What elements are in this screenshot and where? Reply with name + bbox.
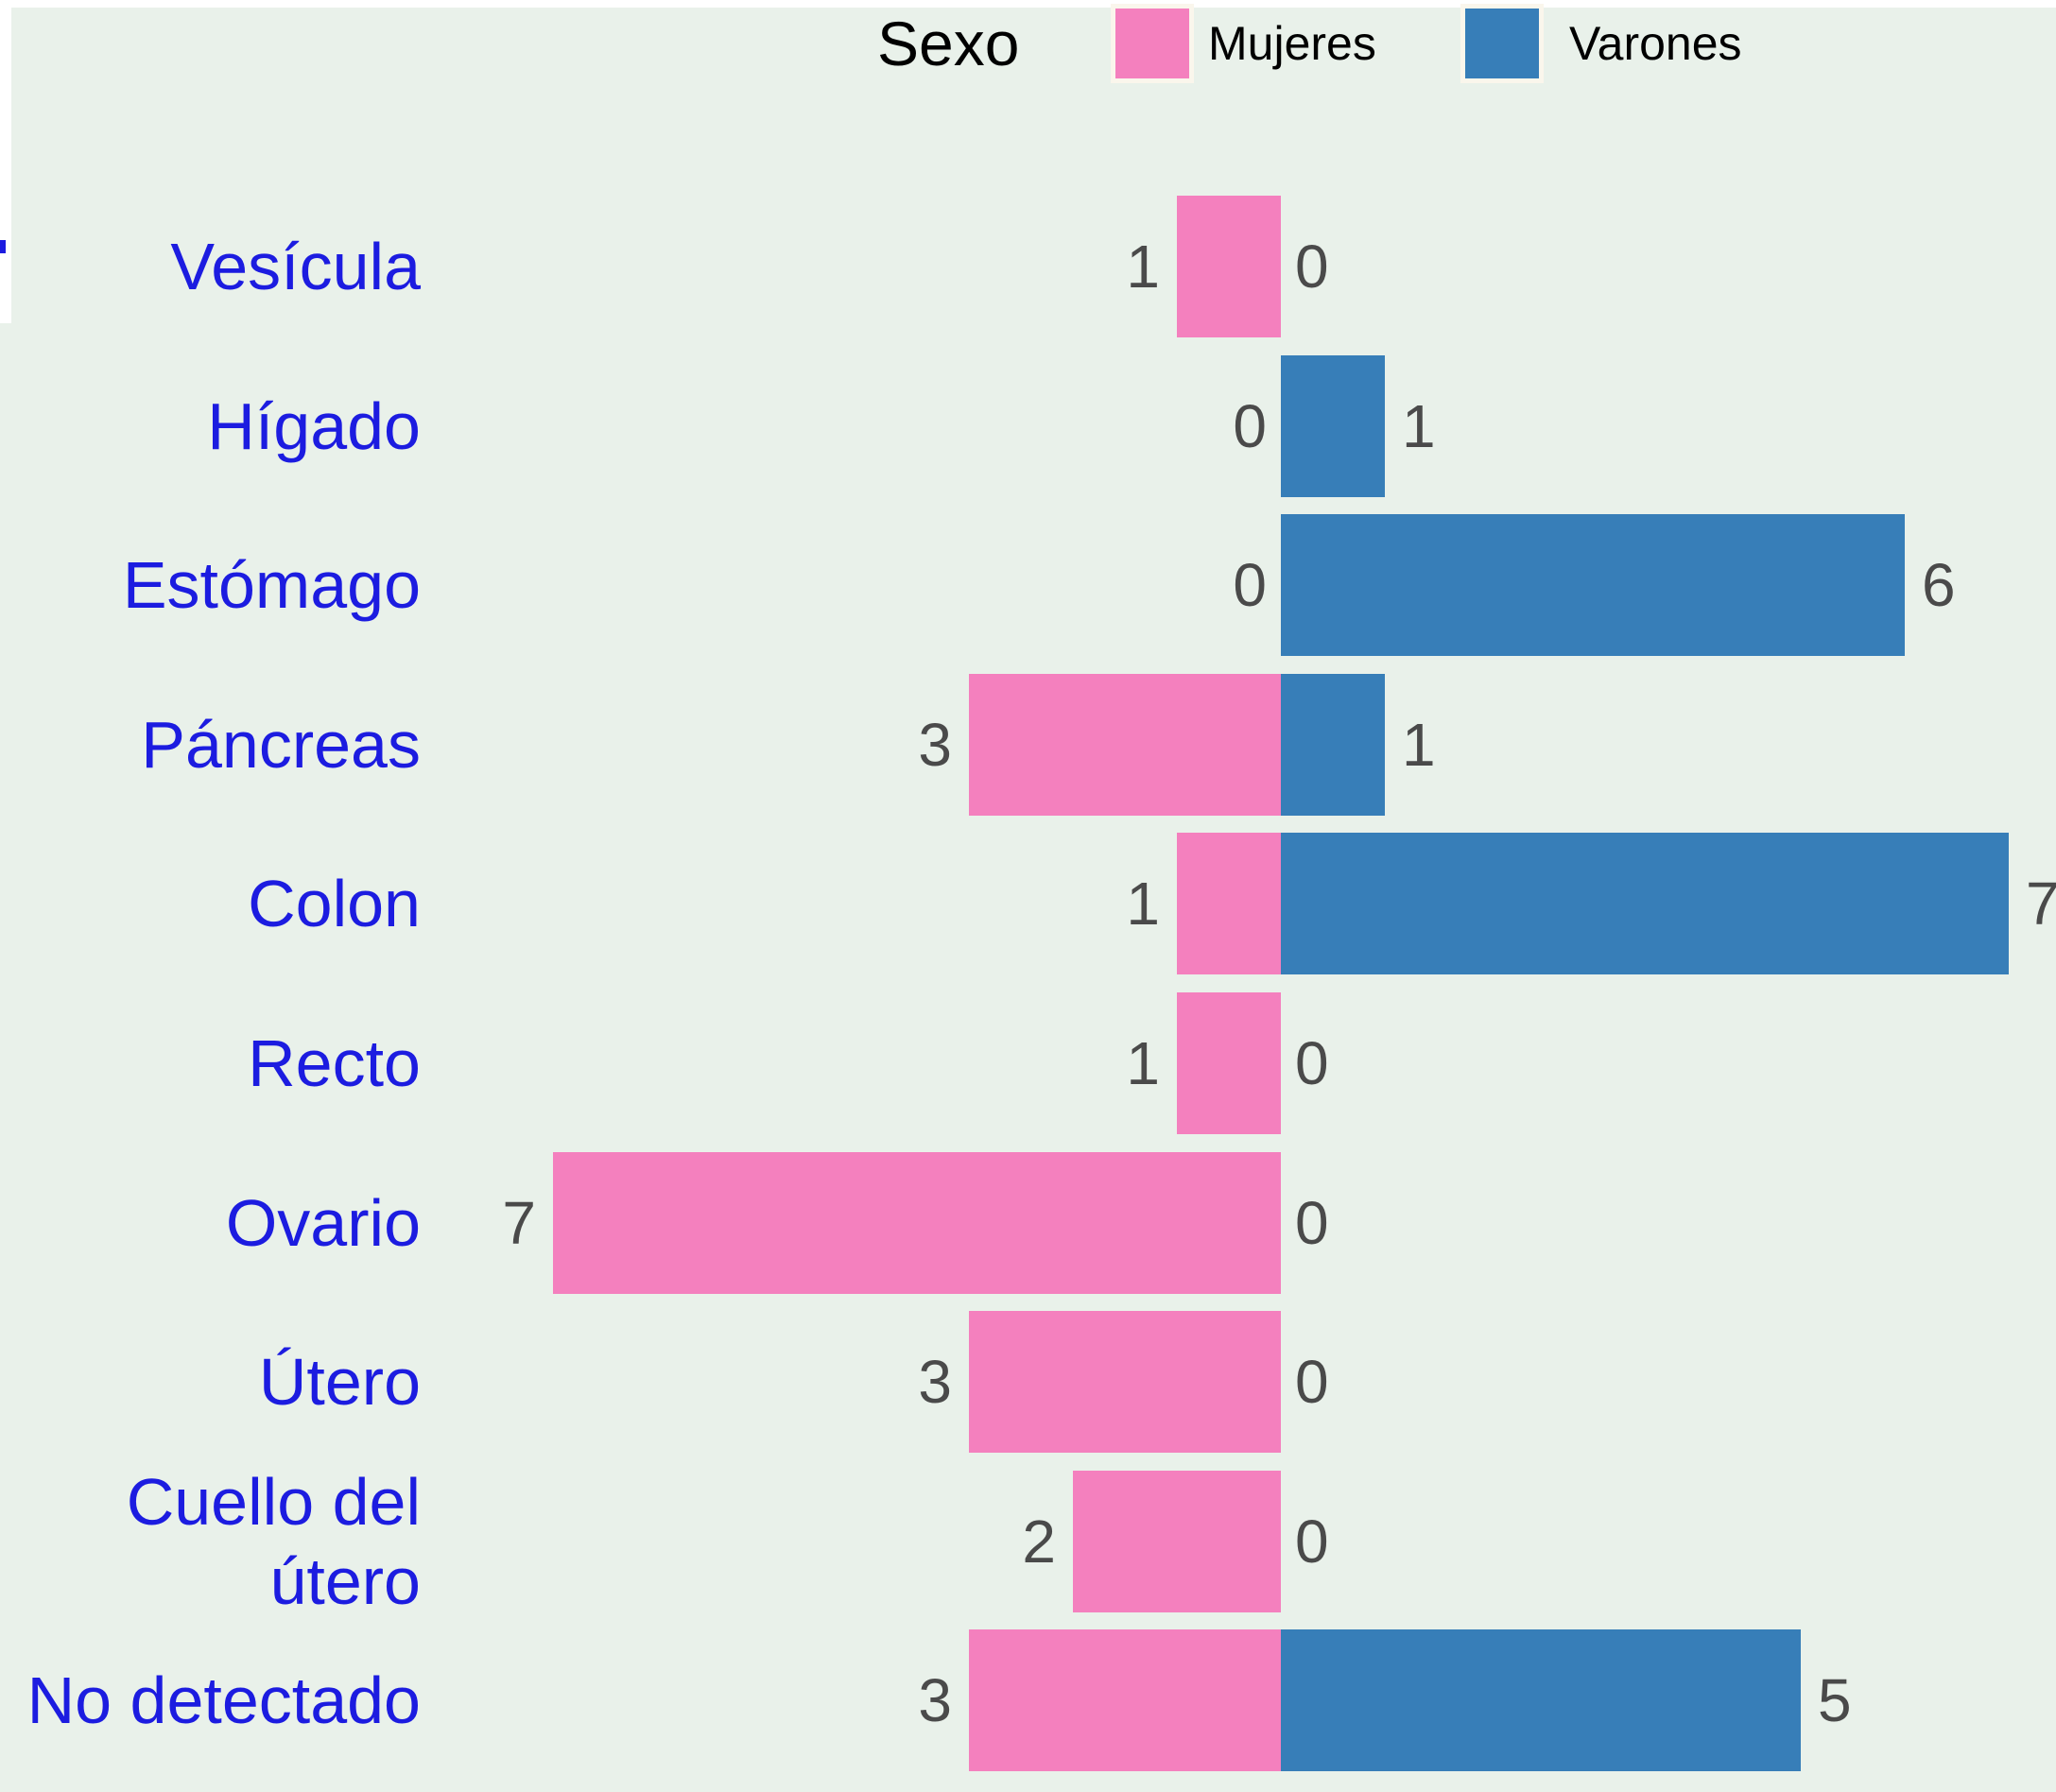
- legend: Sexo Mujeres Varones: [0, 0, 2056, 87]
- value-label-mujeres: 2: [1022, 1508, 1056, 1576]
- category-label: Hígado: [207, 389, 421, 463]
- legend-label-mujeres: Mujeres: [1208, 17, 1376, 70]
- bar-mujeres: [969, 1629, 1281, 1771]
- category-label: Recto: [248, 1026, 421, 1100]
- legend-label-varones: Varones: [1569, 17, 1742, 70]
- bar-mujeres: [969, 1311, 1281, 1453]
- value-label-mujeres: 3: [918, 711, 952, 779]
- bar-varones: [1281, 833, 2009, 974]
- value-label-mujeres: 1: [1126, 870, 1160, 938]
- category-label: Útero: [258, 1345, 421, 1419]
- value-label-varones: 0: [1295, 1348, 1329, 1416]
- value-label-varones: 6: [1922, 551, 1956, 619]
- bar-varones: [1281, 355, 1385, 497]
- category-label: Vesícula: [170, 230, 421, 303]
- value-label-mujeres: 3: [918, 1666, 952, 1734]
- value-label-varones: 0: [1295, 1508, 1329, 1576]
- bar-varones: [1281, 1629, 1801, 1771]
- value-label-mujeres: 3: [918, 1348, 952, 1416]
- bar-varones: [1281, 674, 1385, 816]
- legend-swatch-varones-icon: [1460, 4, 1544, 83]
- category-label: Cuello del útero: [126, 1465, 421, 1618]
- value-label-varones: 1: [1402, 711, 1436, 779]
- bar-varones: [1281, 514, 1905, 656]
- value-label-varones: 5: [1818, 1666, 1852, 1734]
- bar-mujeres: [1177, 833, 1281, 974]
- bar-mujeres: [553, 1152, 1281, 1294]
- value-label-varones: 1: [1402, 392, 1436, 460]
- value-label-mujeres: 1: [1126, 1029, 1160, 1097]
- legend-swatch-mujeres-icon: [1111, 4, 1194, 83]
- bar-mujeres: [1177, 196, 1281, 337]
- bar-mujeres: [1177, 992, 1281, 1134]
- value-label-varones: 0: [1295, 1189, 1329, 1257]
- value-label-mujeres: 0: [1233, 392, 1267, 460]
- value-label-mujeres: 7: [502, 1189, 536, 1257]
- value-label-varones: 7: [2026, 870, 2056, 938]
- bar-mujeres: [1073, 1471, 1281, 1612]
- category-label: Estómago: [122, 548, 421, 622]
- bar-mujeres: [969, 674, 1281, 816]
- category-label: Ovario: [225, 1186, 421, 1260]
- top-edge-strip: [0, 0, 2056, 8]
- legend-title: Sexo: [877, 9, 1020, 78]
- value-label-varones: 0: [1295, 1029, 1329, 1097]
- clipped-axis-label-fragment: [0, 240, 6, 253]
- value-label-mujeres: 0: [1233, 551, 1267, 619]
- category-label: Colon: [248, 867, 421, 940]
- category-label: Páncreas: [141, 708, 421, 782]
- value-label-mujeres: 1: [1126, 233, 1160, 301]
- category-label: No detectado: [26, 1663, 421, 1737]
- value-label-varones: 0: [1295, 233, 1329, 301]
